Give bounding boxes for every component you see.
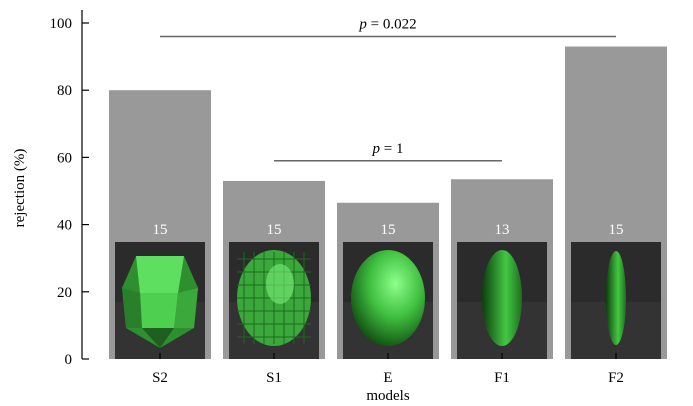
y-tick-label-100: 100 bbox=[50, 16, 73, 32]
polyhedron-coarse-icon bbox=[115, 242, 205, 359]
x-tick-label-e: E bbox=[383, 370, 392, 386]
n-labels-group: 15 15 15 13 15 bbox=[153, 222, 624, 238]
y-axis-ticks: 0 20 40 60 80 100 bbox=[50, 16, 89, 368]
comparisons-group: p = 1 p = 0.022 bbox=[160, 16, 616, 162]
polyhedron-fine-icon bbox=[229, 242, 319, 359]
x-axis-title: models bbox=[366, 388, 409, 404]
n-label-f2: 15 bbox=[609, 222, 624, 238]
p-value-label-1: p = 1 bbox=[372, 141, 404, 157]
thumbnails-group bbox=[115, 242, 661, 359]
n-label-s1: 15 bbox=[267, 222, 282, 238]
y-tick-label-60: 60 bbox=[57, 150, 72, 166]
y-tick-label-40: 40 bbox=[57, 218, 72, 234]
n-label-f1: 13 bbox=[495, 222, 510, 238]
very-flat-ellipsoid-icon bbox=[571, 242, 661, 359]
p-value-label-2: p = 0.022 bbox=[358, 16, 416, 32]
y-tick-label-0: 0 bbox=[65, 352, 73, 368]
n-label-e: 15 bbox=[381, 222, 396, 238]
x-tick-label-f1: F1 bbox=[494, 370, 510, 386]
y-tick-label-20: 20 bbox=[57, 285, 72, 301]
ellipsoid-icon bbox=[343, 242, 433, 359]
y-tick-label-80: 80 bbox=[57, 83, 72, 99]
x-tick-labels: S2 S1 E F1 F2 bbox=[152, 353, 624, 386]
x-tick-label-s1: S1 bbox=[266, 370, 282, 386]
x-tick-label-f2: F2 bbox=[608, 370, 624, 386]
flat-ellipsoid-icon bbox=[457, 242, 547, 359]
x-tick-label-s2: S2 bbox=[152, 370, 168, 386]
n-label-s2: 15 bbox=[153, 222, 168, 238]
y-axis-title: rejection (%) bbox=[12, 149, 28, 228]
